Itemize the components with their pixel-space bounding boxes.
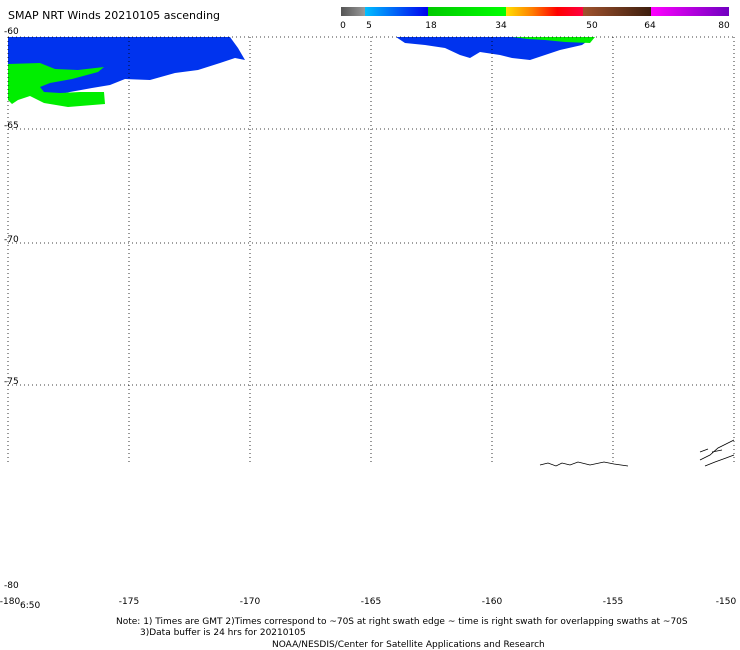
colorbar-segment — [651, 7, 729, 16]
swath-time-label: 6:50 — [20, 601, 41, 611]
colorbar-label: 50 — [586, 21, 598, 31]
colorbar-label: 80 — [718, 21, 730, 31]
lat-label: -75 — [4, 377, 19, 387]
lon-label: -180 — [0, 597, 21, 607]
wind-swath-green — [512, 37, 595, 43]
colorbar-label: 34 — [495, 21, 507, 31]
colorbar-segment — [341, 7, 366, 16]
map-title: SMAP NRT Winds 20210105 ascending — [8, 9, 221, 22]
lat-label: -80 — [4, 581, 19, 591]
footnote: Note: 1) Times are GMT 2)Times correspon… — [116, 617, 688, 627]
colorbar — [341, 7, 729, 16]
colorbar-label: 0 — [340, 21, 346, 31]
lon-label: -165 — [360, 597, 382, 607]
footnote: 3)Data buffer is 24 hrs for 20210105 — [140, 628, 306, 638]
lat-label: -60 — [4, 27, 19, 37]
coastline — [699, 439, 735, 467]
lon-label: -150 — [715, 597, 737, 607]
wind-swath-blue — [396, 37, 593, 60]
colorbar-segment — [505, 7, 584, 16]
lat-label: -70 — [4, 235, 19, 245]
lon-label: -170 — [239, 597, 261, 607]
wind-swath-blue — [8, 37, 245, 97]
colorbar-label: 5 — [366, 21, 372, 31]
colorbar-label: 64 — [644, 21, 656, 31]
credit-line: NOAA/NESDIS/Center for Satellite Applica… — [272, 640, 545, 650]
lon-label: -155 — [602, 597, 624, 607]
lon-label: -160 — [481, 597, 503, 607]
lon-label: -175 — [118, 597, 140, 607]
wind-swath-green — [8, 63, 105, 107]
colorbar-segment — [365, 7, 429, 16]
coastline — [539, 461, 629, 467]
lat-label: -65 — [4, 121, 19, 131]
colorbar-segment — [583, 7, 652, 16]
graticule — [7, 36, 735, 465]
colorbar-label: 18 — [425, 21, 437, 31]
colorbar-segment — [428, 7, 506, 16]
